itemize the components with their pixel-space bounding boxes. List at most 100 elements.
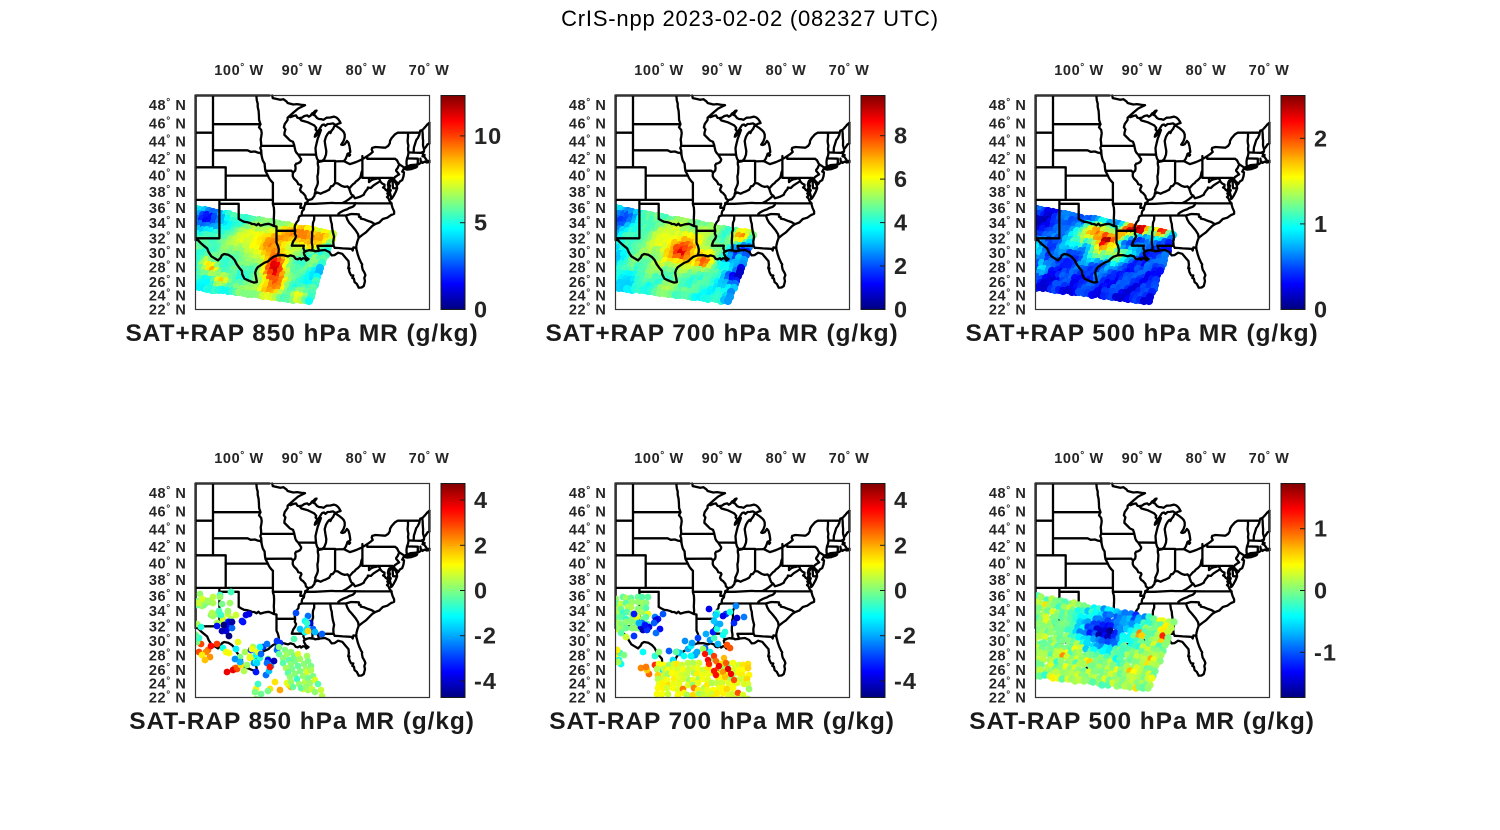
svg-text:40° N: 40° N — [989, 556, 1027, 573]
svg-text:70° W: 70° W — [409, 450, 450, 467]
svg-text:8: 8 — [894, 123, 908, 149]
svg-text:-1: -1 — [1314, 639, 1337, 665]
svg-text:32° N: 32° N — [989, 618, 1027, 635]
svg-text:24° N: 24° N — [149, 676, 187, 693]
svg-text:24° N: 24° N — [569, 288, 607, 305]
svg-text:42° N: 42° N — [149, 151, 187, 168]
svg-text:24° N: 24° N — [989, 676, 1027, 693]
svg-text:40° N: 40° N — [149, 168, 187, 185]
svg-text:0: 0 — [474, 297, 488, 323]
svg-text:42° N: 42° N — [149, 539, 187, 556]
svg-text:100° W: 100° W — [1054, 450, 1104, 467]
svg-text:44° N: 44° N — [569, 134, 607, 151]
svg-text:26° N: 26° N — [989, 662, 1027, 679]
svg-text:22° N: 22° N — [149, 690, 187, 707]
svg-text:10: 10 — [474, 123, 502, 149]
svg-text:44° N: 44° N — [569, 522, 607, 539]
svg-text:70° W: 70° W — [829, 62, 870, 79]
svg-text:SAT+RAP 850 hPa MR (g/kg): SAT+RAP 850 hPa MR (g/kg) — [125, 320, 478, 347]
svg-text:36° N: 36° N — [569, 200, 607, 217]
svg-text:44° N: 44° N — [149, 134, 187, 151]
svg-text:38° N: 38° N — [989, 572, 1027, 589]
svg-text:34° N: 34° N — [149, 603, 187, 620]
svg-text:22° N: 22° N — [989, 690, 1027, 707]
svg-text:2: 2 — [894, 253, 908, 279]
svg-text:100° W: 100° W — [214, 450, 264, 467]
svg-text:36° N: 36° N — [989, 588, 1027, 605]
svg-text:22° N: 22° N — [989, 302, 1027, 319]
svg-text:80° W: 80° W — [766, 450, 807, 467]
svg-text:26° N: 26° N — [569, 662, 607, 679]
svg-text:46° N: 46° N — [569, 504, 607, 521]
svg-text:28° N: 28° N — [989, 260, 1027, 277]
svg-text:30° N: 30° N — [149, 633, 187, 650]
svg-text:40° N: 40° N — [149, 556, 187, 573]
svg-text:26° N: 26° N — [149, 662, 187, 679]
svg-text:42° N: 42° N — [569, 151, 607, 168]
svg-text:SAT-RAP 700 hPa MR (g/kg): SAT-RAP 700 hPa MR (g/kg) — [549, 708, 895, 735]
svg-text:70° W: 70° W — [409, 62, 450, 79]
svg-text:46° N: 46° N — [989, 116, 1027, 133]
svg-text:80° W: 80° W — [346, 62, 387, 79]
svg-text:32° N: 32° N — [569, 618, 607, 635]
svg-text:-4: -4 — [474, 668, 497, 694]
svg-text:0: 0 — [894, 297, 908, 323]
svg-text:28° N: 28° N — [569, 260, 607, 277]
svg-text:80° W: 80° W — [1186, 450, 1227, 467]
svg-text:44° N: 44° N — [149, 522, 187, 539]
svg-text:38° N: 38° N — [569, 572, 607, 589]
svg-text:100° W: 100° W — [1054, 62, 1104, 79]
svg-text:48° N: 48° N — [569, 97, 607, 114]
svg-text:80° W: 80° W — [346, 450, 387, 467]
svg-text:6: 6 — [894, 166, 908, 192]
svg-text:4: 4 — [894, 210, 908, 236]
svg-text:4: 4 — [894, 487, 908, 513]
svg-text:24° N: 24° N — [569, 676, 607, 693]
svg-text:30° N: 30° N — [569, 633, 607, 650]
svg-text:46° N: 46° N — [569, 116, 607, 133]
svg-text:32° N: 32° N — [989, 230, 1027, 247]
svg-text:90° W: 90° W — [702, 62, 743, 79]
svg-text:46° N: 46° N — [149, 116, 187, 133]
svg-text:0: 0 — [474, 578, 488, 604]
svg-text:42° N: 42° N — [989, 151, 1027, 168]
svg-text:42° N: 42° N — [989, 539, 1027, 556]
svg-text:48° N: 48° N — [569, 485, 607, 502]
svg-text:5: 5 — [474, 210, 488, 236]
svg-text:28° N: 28° N — [569, 648, 607, 665]
svg-text:0: 0 — [894, 578, 908, 604]
svg-text:90° W: 90° W — [282, 62, 323, 79]
svg-text:CrIS-npp 2023-02-02 (082327 UT: CrIS-npp 2023-02-02 (082327 UTC) — [561, 6, 939, 31]
svg-text:32° N: 32° N — [569, 230, 607, 247]
svg-text:SAT-RAP 850 hPa MR (g/kg): SAT-RAP 850 hPa MR (g/kg) — [129, 708, 475, 735]
svg-text:100° W: 100° W — [214, 62, 264, 79]
svg-text:100° W: 100° W — [634, 62, 684, 79]
svg-text:SAT-RAP 500 hPa MR (g/kg): SAT-RAP 500 hPa MR (g/kg) — [969, 708, 1315, 735]
svg-text:48° N: 48° N — [149, 97, 187, 114]
svg-text:26° N: 26° N — [149, 274, 187, 291]
svg-text:26° N: 26° N — [569, 274, 607, 291]
svg-text:2: 2 — [474, 532, 488, 558]
svg-text:0: 0 — [1314, 578, 1328, 604]
svg-text:2: 2 — [1314, 125, 1328, 151]
svg-text:100° W: 100° W — [634, 450, 684, 467]
svg-text:2: 2 — [894, 532, 908, 558]
svg-text:34° N: 34° N — [569, 603, 607, 620]
svg-text:48° N: 48° N — [989, 97, 1027, 114]
svg-text:70° W: 70° W — [829, 450, 870, 467]
svg-text:70° W: 70° W — [1249, 450, 1290, 467]
svg-text:90° W: 90° W — [1122, 450, 1163, 467]
svg-text:70° W: 70° W — [1249, 62, 1290, 79]
svg-text:34° N: 34° N — [989, 215, 1027, 232]
svg-text:30° N: 30° N — [989, 245, 1027, 262]
svg-text:44° N: 44° N — [989, 522, 1027, 539]
svg-text:80° W: 80° W — [766, 62, 807, 79]
svg-text:-4: -4 — [894, 668, 917, 694]
svg-text:SAT+RAP 700 hPa MR (g/kg): SAT+RAP 700 hPa MR (g/kg) — [545, 320, 898, 347]
svg-text:4: 4 — [474, 487, 488, 513]
svg-text:1: 1 — [1314, 516, 1328, 542]
svg-text:36° N: 36° N — [569, 588, 607, 605]
svg-text:26° N: 26° N — [989, 274, 1027, 291]
svg-text:22° N: 22° N — [569, 302, 607, 319]
svg-text:90° W: 90° W — [702, 450, 743, 467]
